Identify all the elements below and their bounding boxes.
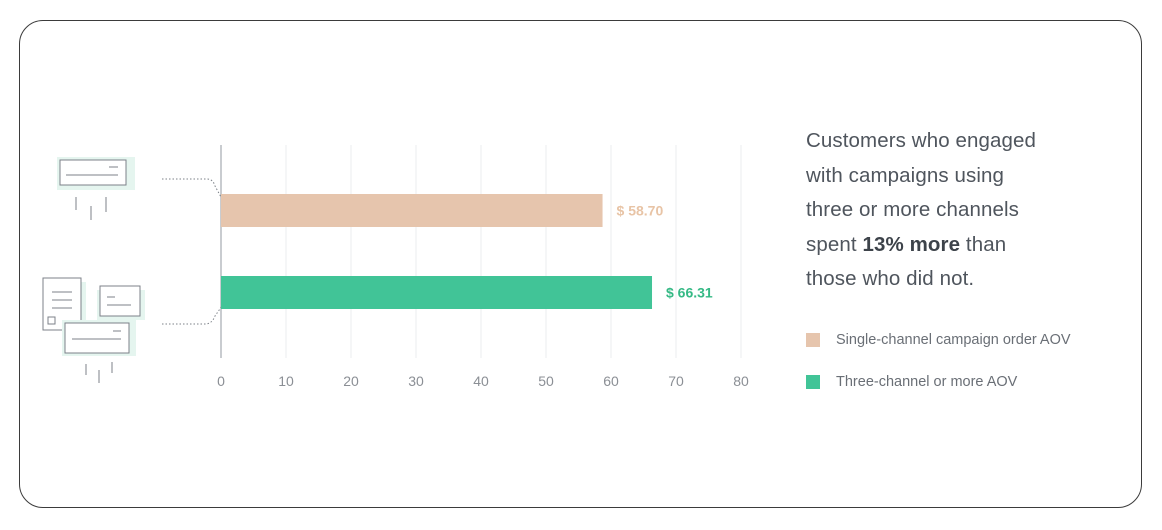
x-tick-label: 70 <box>668 373 684 389</box>
x-tick-label: 20 <box>343 373 359 389</box>
legend: Single-channel campaign order AOV Three-… <box>806 327 1071 411</box>
legend-item-single-channel: Single-channel campaign order AOV <box>806 327 1071 353</box>
legend-label: Single-channel campaign order AOV <box>836 332 1071 348</box>
headline-line: with campaigns using <box>806 163 1004 187</box>
x-tick-label: 10 <box>278 373 294 389</box>
headline-line: Customers who engaged <box>806 129 1037 152</box>
x-tick-label: 80 <box>733 373 749 389</box>
icons-layer <box>42 157 145 383</box>
bars-layer <box>221 194 653 309</box>
x-tick-label: 40 <box>473 373 489 389</box>
grid-layer <box>220 145 742 358</box>
legend-swatch <box>806 375 820 389</box>
multi-connector-line <box>162 305 223 325</box>
x-tick-label: 60 <box>603 373 619 389</box>
headline-emphasis: 13% more <box>862 232 961 256</box>
x-tick-label: 0 <box>217 373 225 389</box>
single-channel-envelope-icon <box>57 157 135 220</box>
chart-card <box>19 20 1142 508</box>
ticks-layer: 0 10 20 30 40 50 60 70 80 <box>217 373 749 389</box>
headline: Customers who engaged with campaigns usi… <box>806 124 1106 297</box>
headline-text: spent <box>806 232 863 256</box>
x-tick-label: 50 <box>538 373 554 389</box>
multi-channel-envelopes-icon <box>42 277 145 383</box>
bar-value-label: $ 66.31 <box>666 285 713 301</box>
headline-line: spent 13% more than <box>806 228 1106 263</box>
single-connector-line <box>162 178 222 198</box>
legend-item-three-channel: Three-channel or more AOV <box>806 369 1071 395</box>
headline-line: those who did not. <box>806 267 975 290</box>
legend-label: Three-channel or more AOV <box>836 374 1018 390</box>
headline-line: three or more channels <box>806 198 1020 221</box>
legend-swatch <box>806 333 820 347</box>
labels-layer: $ 58.70 $ 66.31 <box>617 203 713 301</box>
bar <box>221 194 603 227</box>
bar <box>221 276 653 309</box>
x-tick-label: 30 <box>408 373 424 389</box>
headline-text: than <box>960 232 1007 256</box>
bar-value-label: $ 58.70 <box>617 203 664 219</box>
